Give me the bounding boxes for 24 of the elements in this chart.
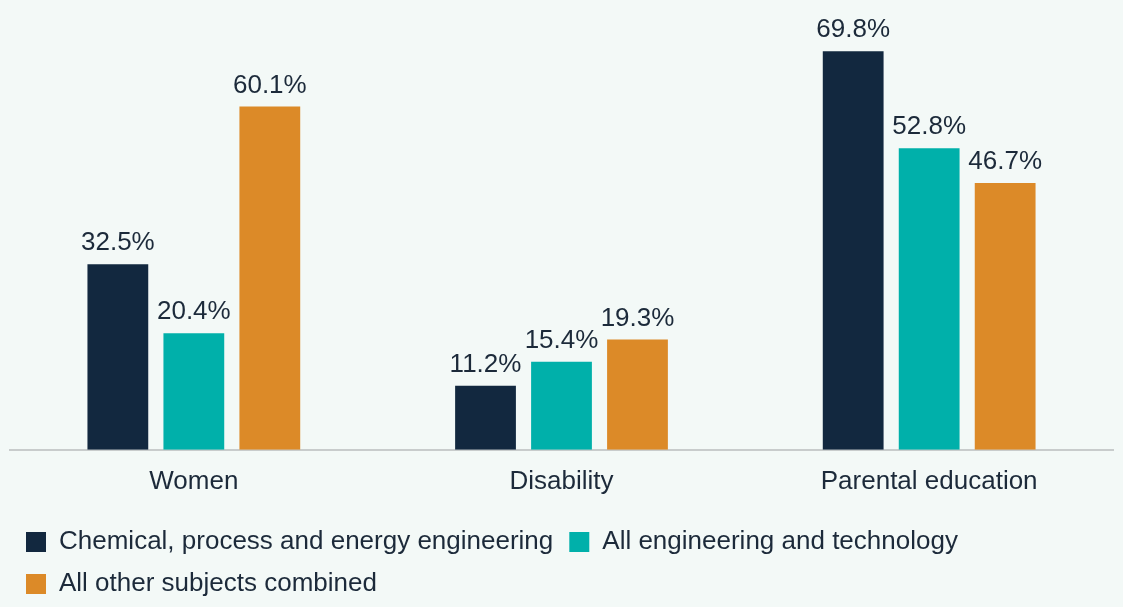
data-label: 32.5% <box>80 226 155 257</box>
x-tick-label: Women <box>149 464 239 495</box>
data-label: 69.8% <box>816 13 891 44</box>
bar <box>531 361 592 450</box>
data-label: 20.4% <box>156 295 231 326</box>
bar <box>974 183 1036 450</box>
bar <box>898 148 960 450</box>
x-tick-label: Disability <box>509 464 614 495</box>
data-label: 46.7% <box>968 145 1043 176</box>
data-label: 11.2% <box>449 348 522 378</box>
bar <box>239 106 301 450</box>
bar <box>607 339 668 450</box>
legend-label: All other subjects combined <box>59 567 377 598</box>
data-label: 19.3% <box>600 301 675 332</box>
bar <box>163 333 225 450</box>
data-label: 15.4% <box>524 324 599 355</box>
legend-label: All engineering and technology <box>602 525 958 556</box>
bar <box>455 385 516 450</box>
x-tick-label: Parental education <box>820 464 1038 495</box>
data-label: 60.1% <box>232 68 307 99</box>
bar <box>822 51 884 450</box>
legend-label: Chemical, process and energy engineering <box>59 525 554 556</box>
bar <box>87 264 149 450</box>
data-label: 52.8% <box>892 110 967 141</box>
